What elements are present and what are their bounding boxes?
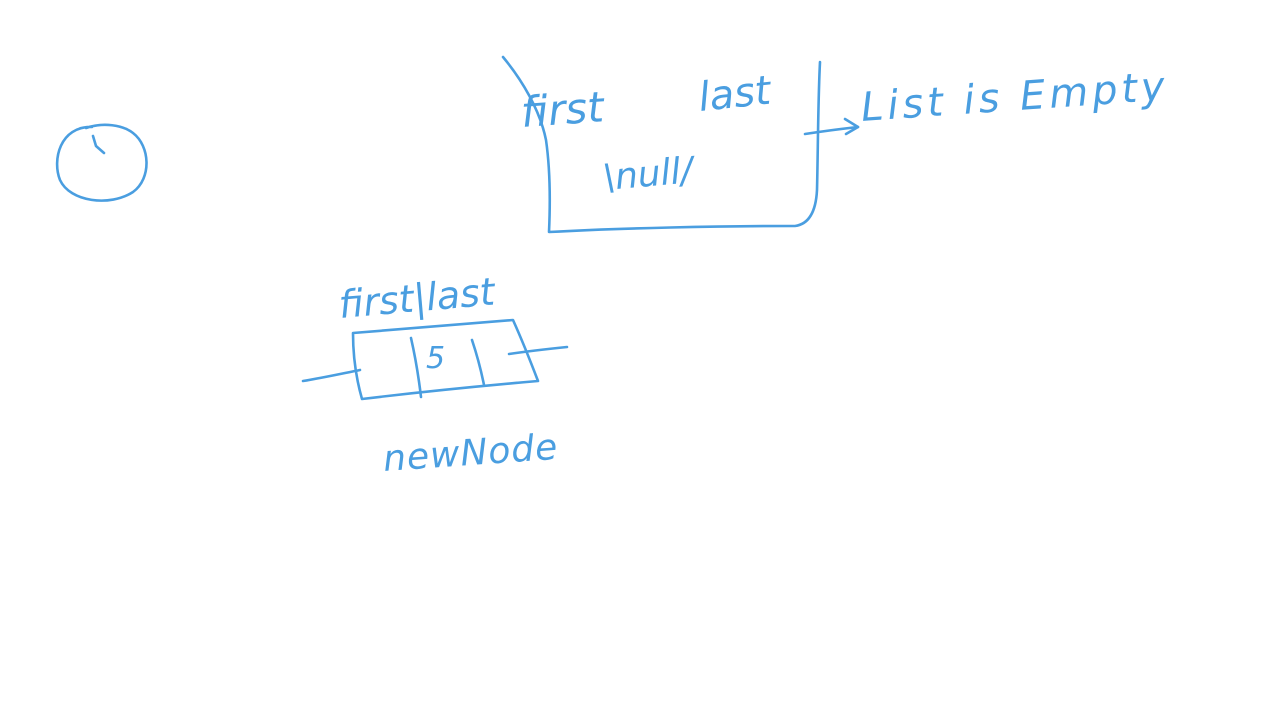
null-value-label: \null/ [601, 150, 698, 199]
node-data-value: 5 [426, 341, 445, 376]
step-marker: 1 [55, 123, 148, 202]
node-prev-divider [409, 336, 423, 399]
first-pointer-label: first [519, 82, 606, 137]
step-marker-numeral [91, 134, 106, 155]
list-status-text: List is Empty [859, 64, 1170, 131]
status-arrow [803, 117, 860, 136]
list-container-box [501, 55, 822, 234]
node-box [351, 318, 540, 401]
last-pointer-label: last [696, 68, 774, 121]
arrow-shaft [803, 125, 860, 136]
step-marker-circle [55, 123, 148, 202]
node-pointer-label: first|last [337, 269, 499, 328]
empty-list-structure: first last \null/ [501, 55, 822, 234]
node-prev-link [301, 368, 362, 383]
node-caption: newNode [382, 427, 560, 480]
node-next-link [507, 345, 569, 356]
node-next-divider [470, 338, 486, 387]
arrow-head [843, 117, 860, 136]
new-node: first|last 5 newNode [301, 269, 569, 480]
